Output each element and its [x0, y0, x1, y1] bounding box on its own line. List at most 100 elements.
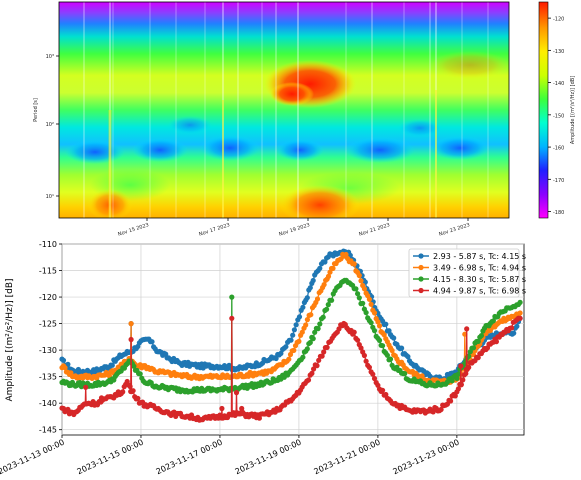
data-point	[324, 344, 330, 350]
data-point	[463, 370, 469, 377]
data-point	[351, 261, 357, 267]
data-point	[361, 286, 367, 292]
data-point	[387, 356, 394, 362]
data-point	[371, 328, 378, 334]
data-point	[60, 357, 67, 363]
colorbar-gradient	[538, 1, 549, 219]
data-point	[317, 265, 323, 271]
data-point	[380, 343, 386, 349]
heatmap-y-axis-label: Period [s]	[33, 98, 39, 122]
data-point	[322, 259, 328, 265]
data-point	[368, 320, 374, 326]
heatmap-xtick-label: Nov 19 2023	[278, 222, 310, 238]
data-point	[368, 301, 374, 307]
data-point	[517, 310, 523, 316]
data-point	[514, 323, 520, 329]
data-point	[376, 337, 383, 343]
data-point	[458, 363, 464, 369]
data-point	[460, 377, 466, 383]
data-point	[376, 323, 383, 329]
data-point	[319, 353, 325, 359]
legend-entry: 4.15 - 8.30 s, Tc: 5.87 s	[433, 275, 526, 284]
heatmap-x-axis: Nov 15 2023 Nov 17 2023 Nov 19 2023 Nov …	[117, 218, 471, 238]
data-point	[325, 302, 331, 308]
heatmap-ytick-label: 10¹	[46, 194, 54, 200]
data-point	[304, 317, 310, 323]
y-tick-label: -130	[39, 346, 57, 355]
legend-entry: 2.93 - 5.87 s, Tc: 4.15 s	[433, 252, 526, 261]
data-point	[363, 310, 369, 316]
data-point	[131, 363, 137, 369]
heatmap-xtick-label: Nov 15 2023	[117, 222, 149, 238]
data-point	[314, 296, 321, 302]
data-point	[120, 389, 126, 395]
data-point	[464, 326, 470, 332]
x-axis: 2023-11-13 00:00 2023-11-15 00:00 2023-11-…	[0, 435, 461, 476]
data-point	[315, 326, 321, 332]
data-point	[325, 273, 332, 279]
colorbar-tick-label: -150	[553, 113, 564, 119]
data-point	[405, 354, 411, 360]
data-point	[470, 345, 477, 351]
data-point	[307, 339, 313, 346]
data-point	[312, 329, 318, 335]
data-point	[458, 382, 464, 388]
data-point	[454, 375, 460, 381]
data-point	[309, 370, 315, 376]
data-point	[490, 318, 496, 324]
colorbar-tick-label: -120	[553, 17, 564, 23]
data-point	[135, 395, 141, 401]
legend: 2.93 - 5.87 s, Tc: 4.15 s 3.49 - 6.98 s, …	[408, 248, 526, 298]
series-layer	[59, 248, 523, 423]
colorbar-label: Amplitude [(m²/s²/Hz)] [dB]	[570, 76, 576, 144]
data-point	[286, 356, 292, 362]
data-point	[389, 347, 395, 354]
heatmap-ytick-label: 10²	[46, 122, 54, 128]
data-point	[380, 387, 386, 393]
data-point	[430, 409, 436, 415]
data-point	[273, 355, 279, 362]
data-point	[299, 329, 305, 335]
data-point	[355, 337, 361, 343]
data-point	[233, 390, 240, 396]
data-point	[278, 350, 284, 356]
data-point	[128, 321, 134, 327]
data-point	[127, 383, 133, 390]
data-point	[366, 364, 372, 370]
data-point	[149, 339, 155, 345]
data-point	[330, 265, 336, 271]
data-point	[358, 345, 364, 351]
data-point	[320, 314, 326, 320]
y-tick-label: -145	[39, 426, 57, 435]
data-point	[229, 315, 235, 321]
data-point	[375, 319, 381, 325]
heatmap-xtick-label: Nov 23 2023	[438, 222, 470, 238]
data-point	[399, 345, 405, 351]
x-tick-label: 2023-11-15 00:00	[76, 438, 145, 477]
data-point	[511, 330, 517, 336]
legend-swatch-marker	[418, 276, 424, 282]
colorbar-tick-label: -140	[553, 81, 564, 87]
data-point	[475, 338, 481, 344]
legend-swatch-marker	[418, 287, 424, 294]
data-point	[324, 306, 330, 312]
data-point	[384, 352, 390, 358]
y-tick-label: -125	[39, 320, 57, 329]
data-point	[300, 354, 306, 360]
data-point	[288, 337, 294, 343]
data-point	[366, 296, 372, 302]
y-tick-label: -120	[39, 293, 57, 302]
legend-entry: 3.49 - 6.98 s, Tc: 4.94 s	[433, 264, 526, 273]
colorbar-tick-label: -170	[553, 178, 564, 184]
data-point	[256, 415, 262, 421]
data-point	[356, 272, 362, 279]
data-point	[130, 388, 136, 394]
data-point	[296, 314, 303, 320]
colorbar-tick-label: -130	[553, 49, 564, 55]
data-point	[314, 363, 320, 369]
data-point	[517, 315, 523, 321]
x-tick-label: 2023-11-23 00:00	[392, 438, 461, 477]
data-point	[361, 352, 367, 359]
data-point	[360, 300, 366, 306]
